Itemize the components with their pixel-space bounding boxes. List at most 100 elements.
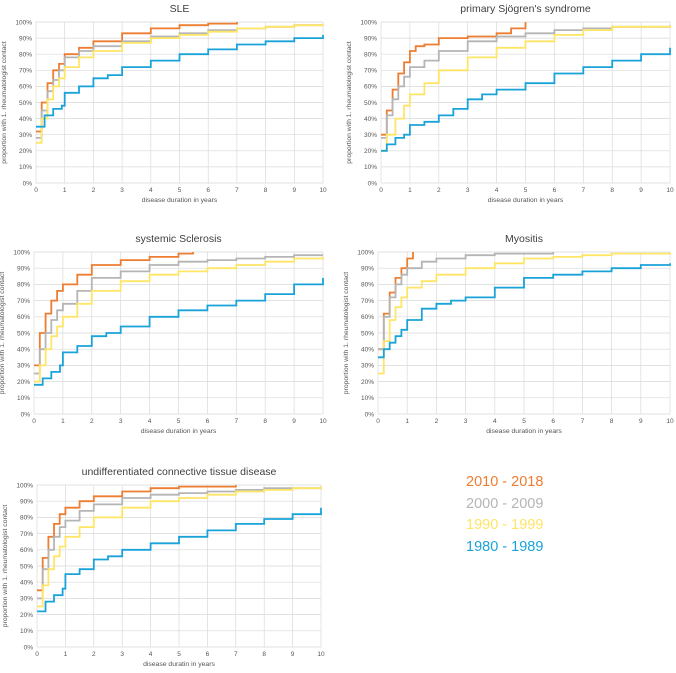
series-line-2010-2018 (381, 22, 527, 136)
legend-item-1980-1989: 1980 - 1989 (466, 538, 544, 555)
x-tick-label: 0 (34, 187, 38, 194)
x-tick-label: 9 (291, 651, 295, 658)
legend-item-2000-2009: 2000 - 2009 (466, 495, 544, 512)
y-tick-label: 20% (17, 379, 30, 386)
y-axis-label: proportion with 1. rheumatologist contac… (1, 41, 8, 164)
y-tick-label: 100% (16, 482, 33, 489)
series-line-1980-1989 (36, 34, 324, 128)
series-line-2000-2009 (34, 254, 323, 375)
x-tick-label: 0 (32, 418, 36, 425)
y-tick-label: 10% (19, 164, 32, 171)
y-tick-label: 80% (17, 282, 30, 289)
series-line-2010-2018 (37, 485, 237, 592)
x-axis-label: disease duration in years (488, 197, 564, 204)
y-tick-label: 50% (361, 330, 374, 337)
chart-systemic-sclerosis: 0% 10% 20% 30% 40% 50% 60% 70% 80% 90% 100% 0 1 2 3 4 5 6… (0, 233, 327, 435)
x-tick-label: 8 (610, 187, 614, 194)
x-tick-label: 9 (639, 418, 643, 425)
x-tick-label: 6 (551, 418, 555, 425)
x-tick-label: 0 (35, 651, 39, 658)
chart-title: Myositis (505, 233, 543, 245)
x-tick-label: 9 (292, 187, 296, 194)
y-axis-label: proportion with 1. rheumatologist contac… (343, 272, 350, 395)
legend-item-1990-1999: 1990 - 1999 (466, 517, 544, 533)
x-tick-label: 9 (639, 187, 643, 194)
y-tick-label: 0% (368, 180, 378, 187)
y-tick-label: 0% (24, 644, 34, 651)
x-tick-label: 1 (408, 187, 412, 194)
y-tick-label: 50% (19, 100, 32, 107)
y-tick-label: 90% (17, 266, 30, 273)
chart-primary-sj-gren-s-syndrome: 0% 10% 20% 30% 40% 50% 60% 70% 80% 90% 100% 0 1 2 3 4 5 6… (346, 3, 674, 204)
chart-title: primary Sjögren's syndrome (460, 3, 591, 15)
x-tick-label: 1 (63, 187, 67, 194)
y-tick-label: 100% (15, 19, 32, 26)
y-tick-label: 100% (360, 19, 377, 26)
legend-item-2010-2018: 2010 - 2018 (466, 474, 544, 490)
chart-sle: 0% 10% 20% 30% 40% 50% 60% 70% 80% 90% 100% 0 1 2 3 4 5 6… (1, 3, 327, 204)
y-tick-label: 90% (364, 35, 377, 42)
y-tick-label: 50% (20, 563, 33, 570)
y-tick-label: 60% (17, 314, 30, 321)
y-tick-label: 20% (364, 148, 377, 155)
x-tick-label: 1 (61, 418, 65, 425)
series-line-1980-1989 (34, 277, 324, 386)
y-axis-label: proportion with 1. rheumatologist contac… (0, 272, 6, 395)
x-tick-label: 6 (553, 187, 557, 194)
x-tick-label: 2 (90, 418, 94, 425)
y-tick-label: 100% (357, 249, 374, 256)
y-tick-label: 10% (17, 395, 30, 402)
y-tick-label: 0% (23, 180, 33, 187)
x-tick-label: 4 (493, 418, 497, 425)
x-tick-label: 8 (610, 418, 614, 425)
x-tick-label: 9 (292, 418, 296, 425)
x-tick-label: 5 (522, 418, 526, 425)
chart-myositis: 0% 10% 20% 30% 40% 50% 60% 70% 80% 90% 100% 0 1 2 3 4 5 6… (343, 233, 674, 435)
x-tick-label: 7 (234, 651, 238, 658)
x-tick-label: 8 (264, 187, 268, 194)
y-tick-label: 30% (17, 363, 30, 370)
y-axis-label: proportion with 1. rheumatologist contac… (346, 41, 353, 164)
y-tick-label: 40% (19, 116, 32, 123)
y-tick-label: 70% (19, 68, 32, 75)
y-tick-label: 60% (20, 547, 33, 554)
x-tick-label: 6 (206, 418, 210, 425)
y-tick-label: 70% (361, 298, 374, 305)
y-tick-label: 20% (20, 612, 33, 619)
series-line-2000-2009 (378, 252, 555, 351)
series-line-1980-1989 (381, 47, 671, 152)
x-tick-label: 6 (206, 187, 210, 194)
x-tick-label: 5 (524, 187, 528, 194)
x-tick-label: 7 (235, 187, 239, 194)
y-tick-label: 50% (364, 100, 377, 107)
x-tick-label: 3 (120, 187, 124, 194)
series-line-2010-2018 (34, 252, 194, 367)
series-line-1990-1999 (36, 23, 324, 144)
legend: 2010 - 2018 2000 - 2009 1990 - 1999 1980… (466, 472, 606, 558)
x-tick-label: 2 (92, 651, 96, 658)
y-tick-label: 40% (364, 116, 377, 123)
y-tick-label: 30% (361, 363, 374, 370)
y-tick-label: 10% (20, 628, 33, 635)
y-tick-label: 0% (365, 411, 375, 418)
series-line-2010-2018 (378, 252, 414, 351)
y-tick-label: 90% (20, 499, 33, 506)
y-tick-label: 40% (361, 347, 374, 354)
y-tick-label: 80% (20, 515, 33, 522)
y-tick-label: 30% (20, 596, 33, 603)
x-tick-label: 6 (206, 651, 210, 658)
series-line-1990-1999 (381, 25, 671, 152)
x-tick-label: 3 (120, 651, 124, 658)
x-tick-label: 7 (234, 418, 238, 425)
x-tick-label: 1 (64, 651, 68, 658)
y-tick-label: 50% (17, 330, 30, 337)
y-tick-label: 0% (21, 411, 31, 418)
series-line-1980-1989 (37, 507, 322, 613)
x-axis-label: disease duration in years (486, 428, 562, 435)
x-axis-label: disease duration in years (141, 428, 217, 435)
y-tick-label: 90% (19, 35, 32, 42)
y-tick-label: 30% (19, 132, 32, 139)
y-tick-label: 60% (361, 314, 374, 321)
y-tick-label: 100% (13, 249, 30, 256)
